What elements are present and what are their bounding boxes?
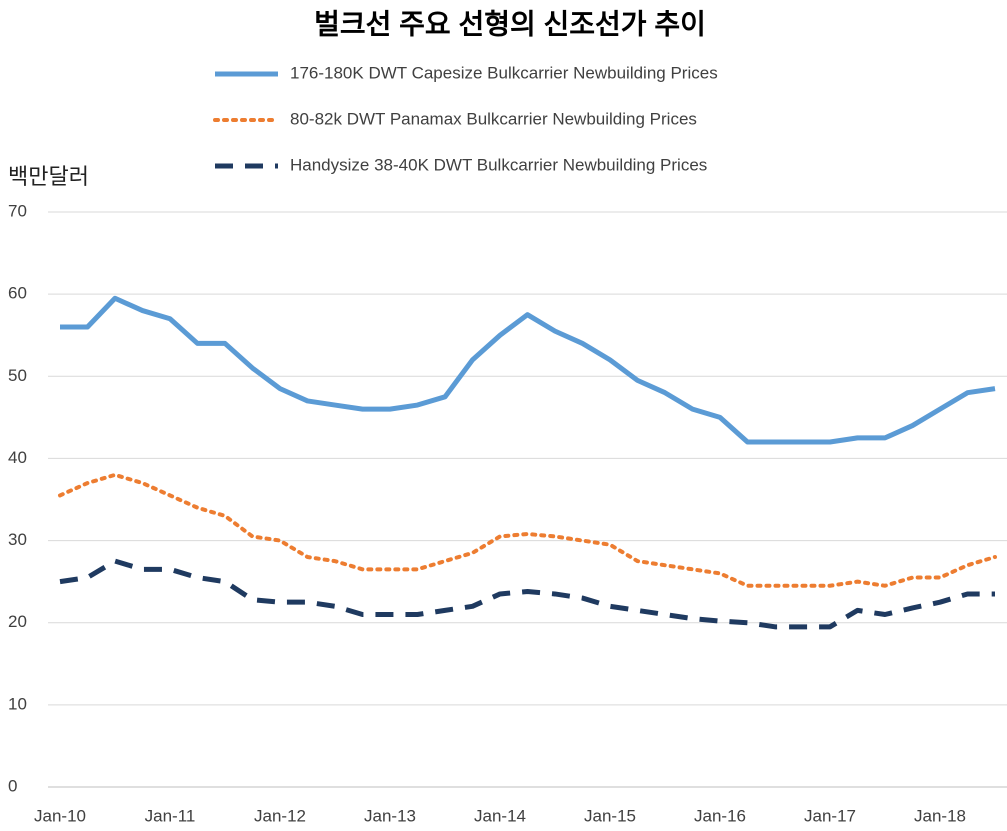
y-tick-label: 70 [8,201,27,220]
series-line [59,558,995,630]
y-tick-label: 20 [8,612,27,631]
y-tick-label: 10 [8,694,27,713]
legend-label: 176-180K DWT Capesize Bulkcarrier Newbui… [290,63,718,82]
y-tick-label: 50 [8,366,27,385]
x-tick-label: Jan-14 [474,806,526,825]
series-line [60,295,996,445]
x-tick-label: Jan-11 [145,806,196,825]
y-axis-label: 백만달러 [8,164,89,189]
x-tick-label: Jan-10 [34,806,86,825]
y-tick-label: 40 [8,448,27,467]
series-line [58,472,997,588]
x-tick-label: Jan-16 [694,806,746,825]
legend-label: 80-82k DWT Panamax Bulkcarrier Newbuildi… [290,109,697,128]
x-tick-label: Jan-17 [804,806,856,825]
y-tick-label: 0 [8,776,17,795]
legend-label: Handysize 38-40K DWT Bulkcarrier Newbuil… [290,155,707,174]
y-tick-label: 30 [8,530,27,549]
y-tick-label: 60 [8,284,27,303]
x-tick-label: Jan-18 [914,806,966,825]
x-tick-label: Jan-12 [254,806,306,825]
x-tick-label: Jan-13 [364,806,416,825]
chart-title: 벌크선 주요 선형의 신조선가 추이 [314,8,706,39]
x-tick-label: Jan-15 [584,806,636,825]
